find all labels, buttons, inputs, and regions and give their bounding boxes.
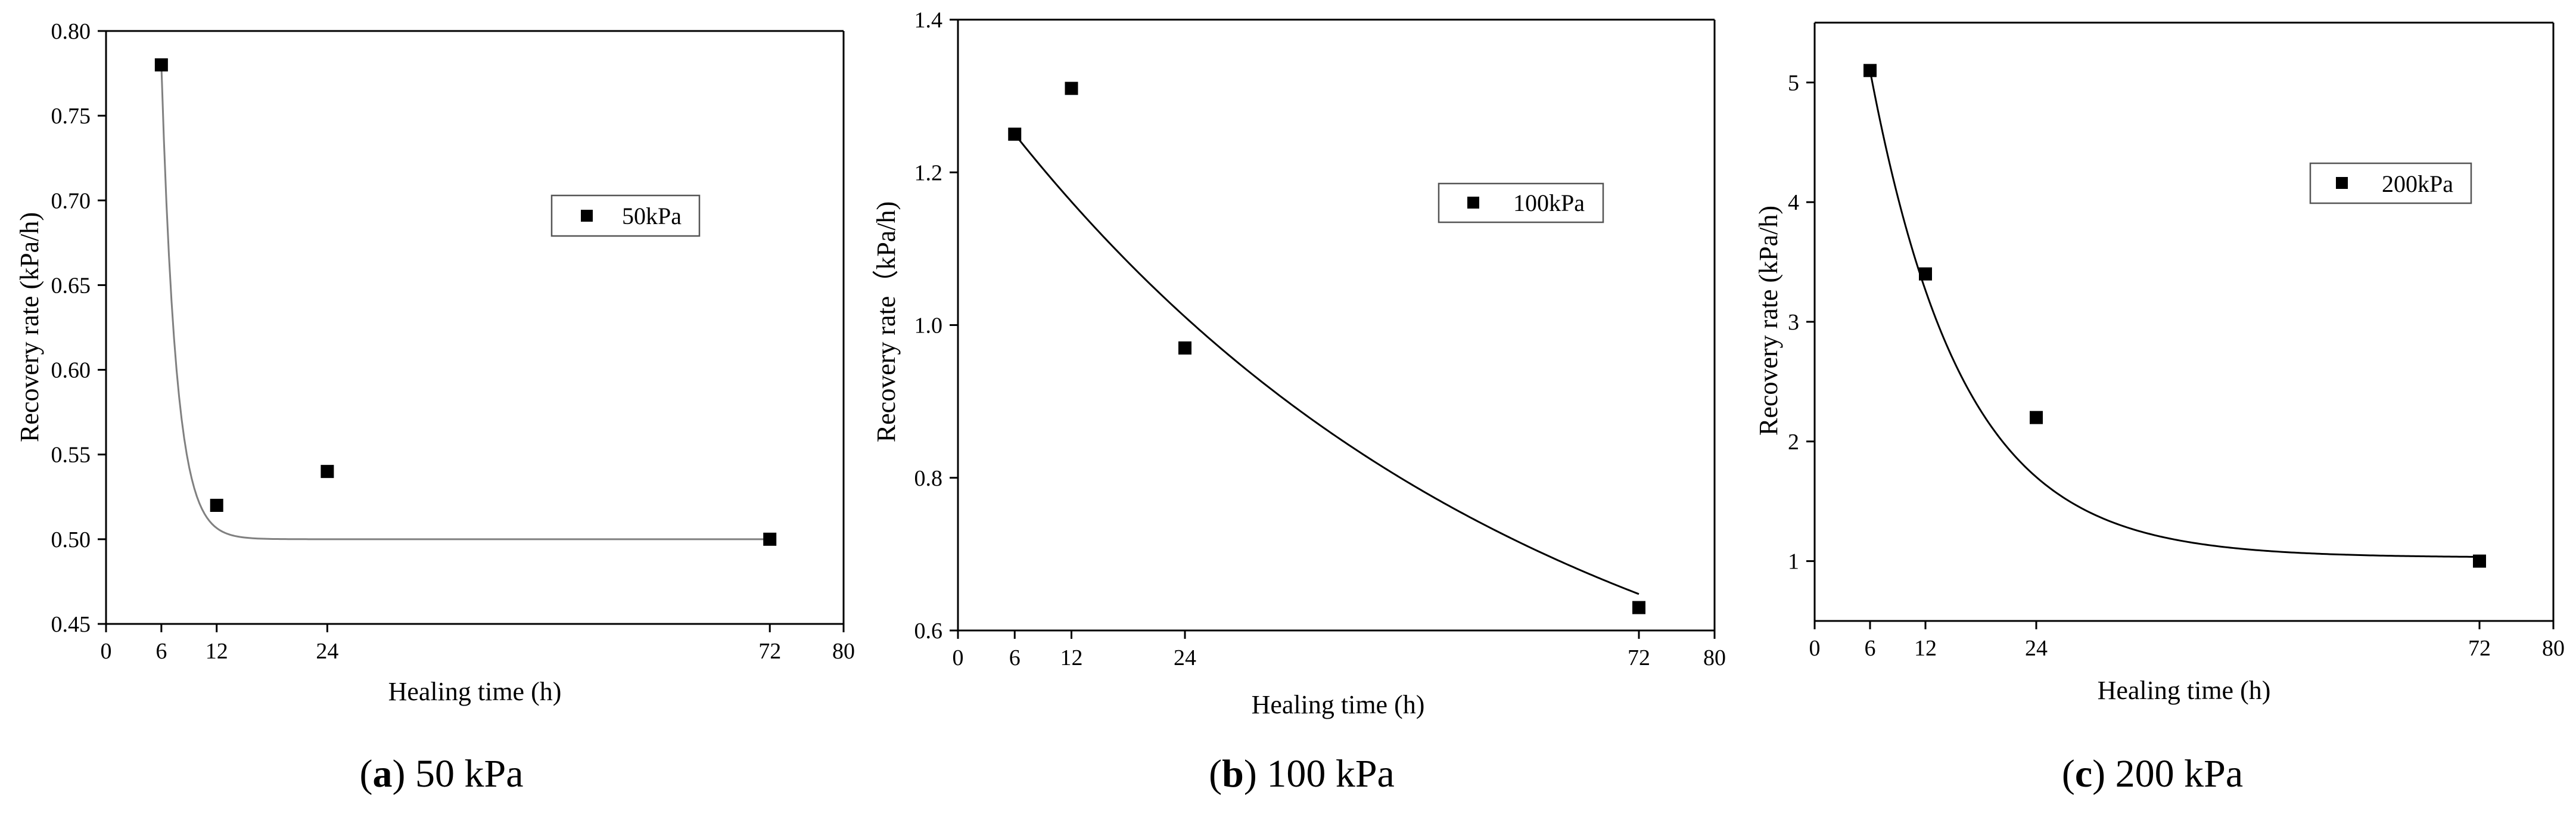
x-axis-title: Healing time (h) xyxy=(2098,676,2271,705)
legend-label: 50kPa xyxy=(622,203,682,229)
y-tick-label: 2 xyxy=(1788,430,1799,455)
panel-a: 0 6 12 24 72 80 0.450.500.550.600.650.700.750… xyxy=(15,19,855,796)
legend: 200kPa xyxy=(2309,162,2472,204)
x-ticks: 0 6 12 24 72 80 xyxy=(101,624,855,664)
x-tick-label: 24 xyxy=(2025,636,2048,661)
x-tick-label: 72 xyxy=(758,639,781,664)
y-tick-label: 4 xyxy=(1788,190,1799,215)
legend-box xyxy=(550,194,701,237)
caption-text: 50 kPa xyxy=(415,752,524,796)
y-tick-label: 0.6 xyxy=(914,619,943,644)
legend-marker xyxy=(2336,177,2348,189)
data-markers xyxy=(1863,64,2486,568)
data-point xyxy=(2473,554,2486,568)
data-markers xyxy=(154,58,777,546)
x-tick-label: 0 xyxy=(101,639,112,664)
data-point xyxy=(2030,411,2043,424)
legend-label: 200kPa xyxy=(2382,170,2453,197)
y-tick-label: 5 xyxy=(1788,70,1799,95)
y-axis-title: Recovery rate (kPa/h) xyxy=(15,212,44,442)
data-point xyxy=(1008,128,1022,141)
caption-letter: a xyxy=(373,752,393,796)
data-point xyxy=(210,499,223,512)
x-tick-label: 24 xyxy=(316,639,338,664)
legend-marker xyxy=(581,210,593,222)
legend: 100kPa xyxy=(1438,182,1604,223)
data-point xyxy=(1632,601,1645,614)
y-tick-label: 0.60 xyxy=(51,358,91,383)
y-tick-label: 0.80 xyxy=(51,19,91,44)
x-tick-label: 12 xyxy=(206,639,228,664)
y-axis-title: Recovery rate (kPa/h) xyxy=(1754,206,1783,436)
caption-letter: b xyxy=(1222,752,1244,796)
data-point xyxy=(763,532,777,546)
x-axis-title: Healing time (h) xyxy=(388,677,562,706)
legend-label: 100kPa xyxy=(1513,190,1585,216)
y-tick-label: 0.55 xyxy=(51,443,91,468)
x-axis-title: Healing time (h) xyxy=(1252,690,1425,719)
fit-curve xyxy=(160,64,770,540)
y-tick-label: 1.0 xyxy=(914,313,943,338)
y-tick-label: 0.75 xyxy=(51,104,91,129)
x-tick-label: 0 xyxy=(1809,636,1821,661)
y-tick-label: 0.50 xyxy=(51,527,91,552)
y-tick-label: 0.8 xyxy=(914,466,943,491)
x-tick-label: 72 xyxy=(1628,645,1650,670)
panel-b: 0 6 12 24 72 80 0.6 0.8 1.0 1.2 1.4 100kPa Healin… xyxy=(872,8,1726,796)
x-tick-label: 0 xyxy=(953,645,964,670)
fit-curve xyxy=(1869,70,2480,558)
data-point xyxy=(1065,82,1078,95)
y-ticks: 1 2 3 4 5 xyxy=(1788,70,1815,574)
data-markers xyxy=(1008,82,1645,614)
data-point xyxy=(1178,341,1191,355)
x-tick-label: 6 xyxy=(155,639,167,664)
data-point xyxy=(1863,64,1877,77)
data-point xyxy=(321,465,334,479)
fit-curve xyxy=(1014,133,1639,595)
panel-caption: (b) 100 kPa xyxy=(1209,752,1395,796)
y-tick-label: 1.4 xyxy=(914,8,943,33)
y-ticks: 0.45 0.50 0.55 0.60 0.65 0.70 0.75 0.80 xyxy=(51,19,106,637)
y-axis-title: Recovery rate（kPa/h) xyxy=(872,201,901,442)
y-tick-label: 0.45 xyxy=(51,612,91,637)
x-tick-label: 24 xyxy=(1174,645,1196,670)
y-tick-label: 3 xyxy=(1788,310,1799,335)
x-tick-label: 12 xyxy=(1060,645,1083,670)
y-tick-label: 0.70 xyxy=(51,188,91,213)
data-point xyxy=(1919,267,1932,281)
legend: 50kPa xyxy=(550,194,701,237)
x-tick-label: 80 xyxy=(832,639,855,664)
y-tick-label: 1 xyxy=(1788,549,1799,574)
data-point xyxy=(154,58,168,72)
x-tick-label: 80 xyxy=(1703,645,1726,670)
x-ticks: 0 6 12 24 72 80 xyxy=(953,630,1726,670)
x-tick-label: 6 xyxy=(1009,645,1021,670)
panel-caption: (c) 200 kPa xyxy=(2062,752,2243,796)
legend-box xyxy=(1438,182,1604,223)
caption-text: 100 kPa xyxy=(1267,752,1395,796)
legend-marker xyxy=(1467,197,1479,209)
x-tick-label: 80 xyxy=(2542,636,2565,661)
x-tick-label: 12 xyxy=(1914,636,1937,661)
caption-letter: c xyxy=(2075,752,2092,796)
y-tick-label: 1.2 xyxy=(914,160,943,185)
y-ticks: 0.6 0.8 1.0 1.2 1.4 xyxy=(914,8,958,644)
y-tick-label: 0.65 xyxy=(51,273,91,298)
x-tick-label: 6 xyxy=(1865,636,1876,661)
x-ticks: 0 6 12 24 72 80 xyxy=(1809,621,2565,661)
x-tick-label: 72 xyxy=(2468,636,2491,661)
panel-caption: (a) 50 kPa xyxy=(360,752,524,796)
caption-text: 200 kPa xyxy=(2115,752,2244,796)
